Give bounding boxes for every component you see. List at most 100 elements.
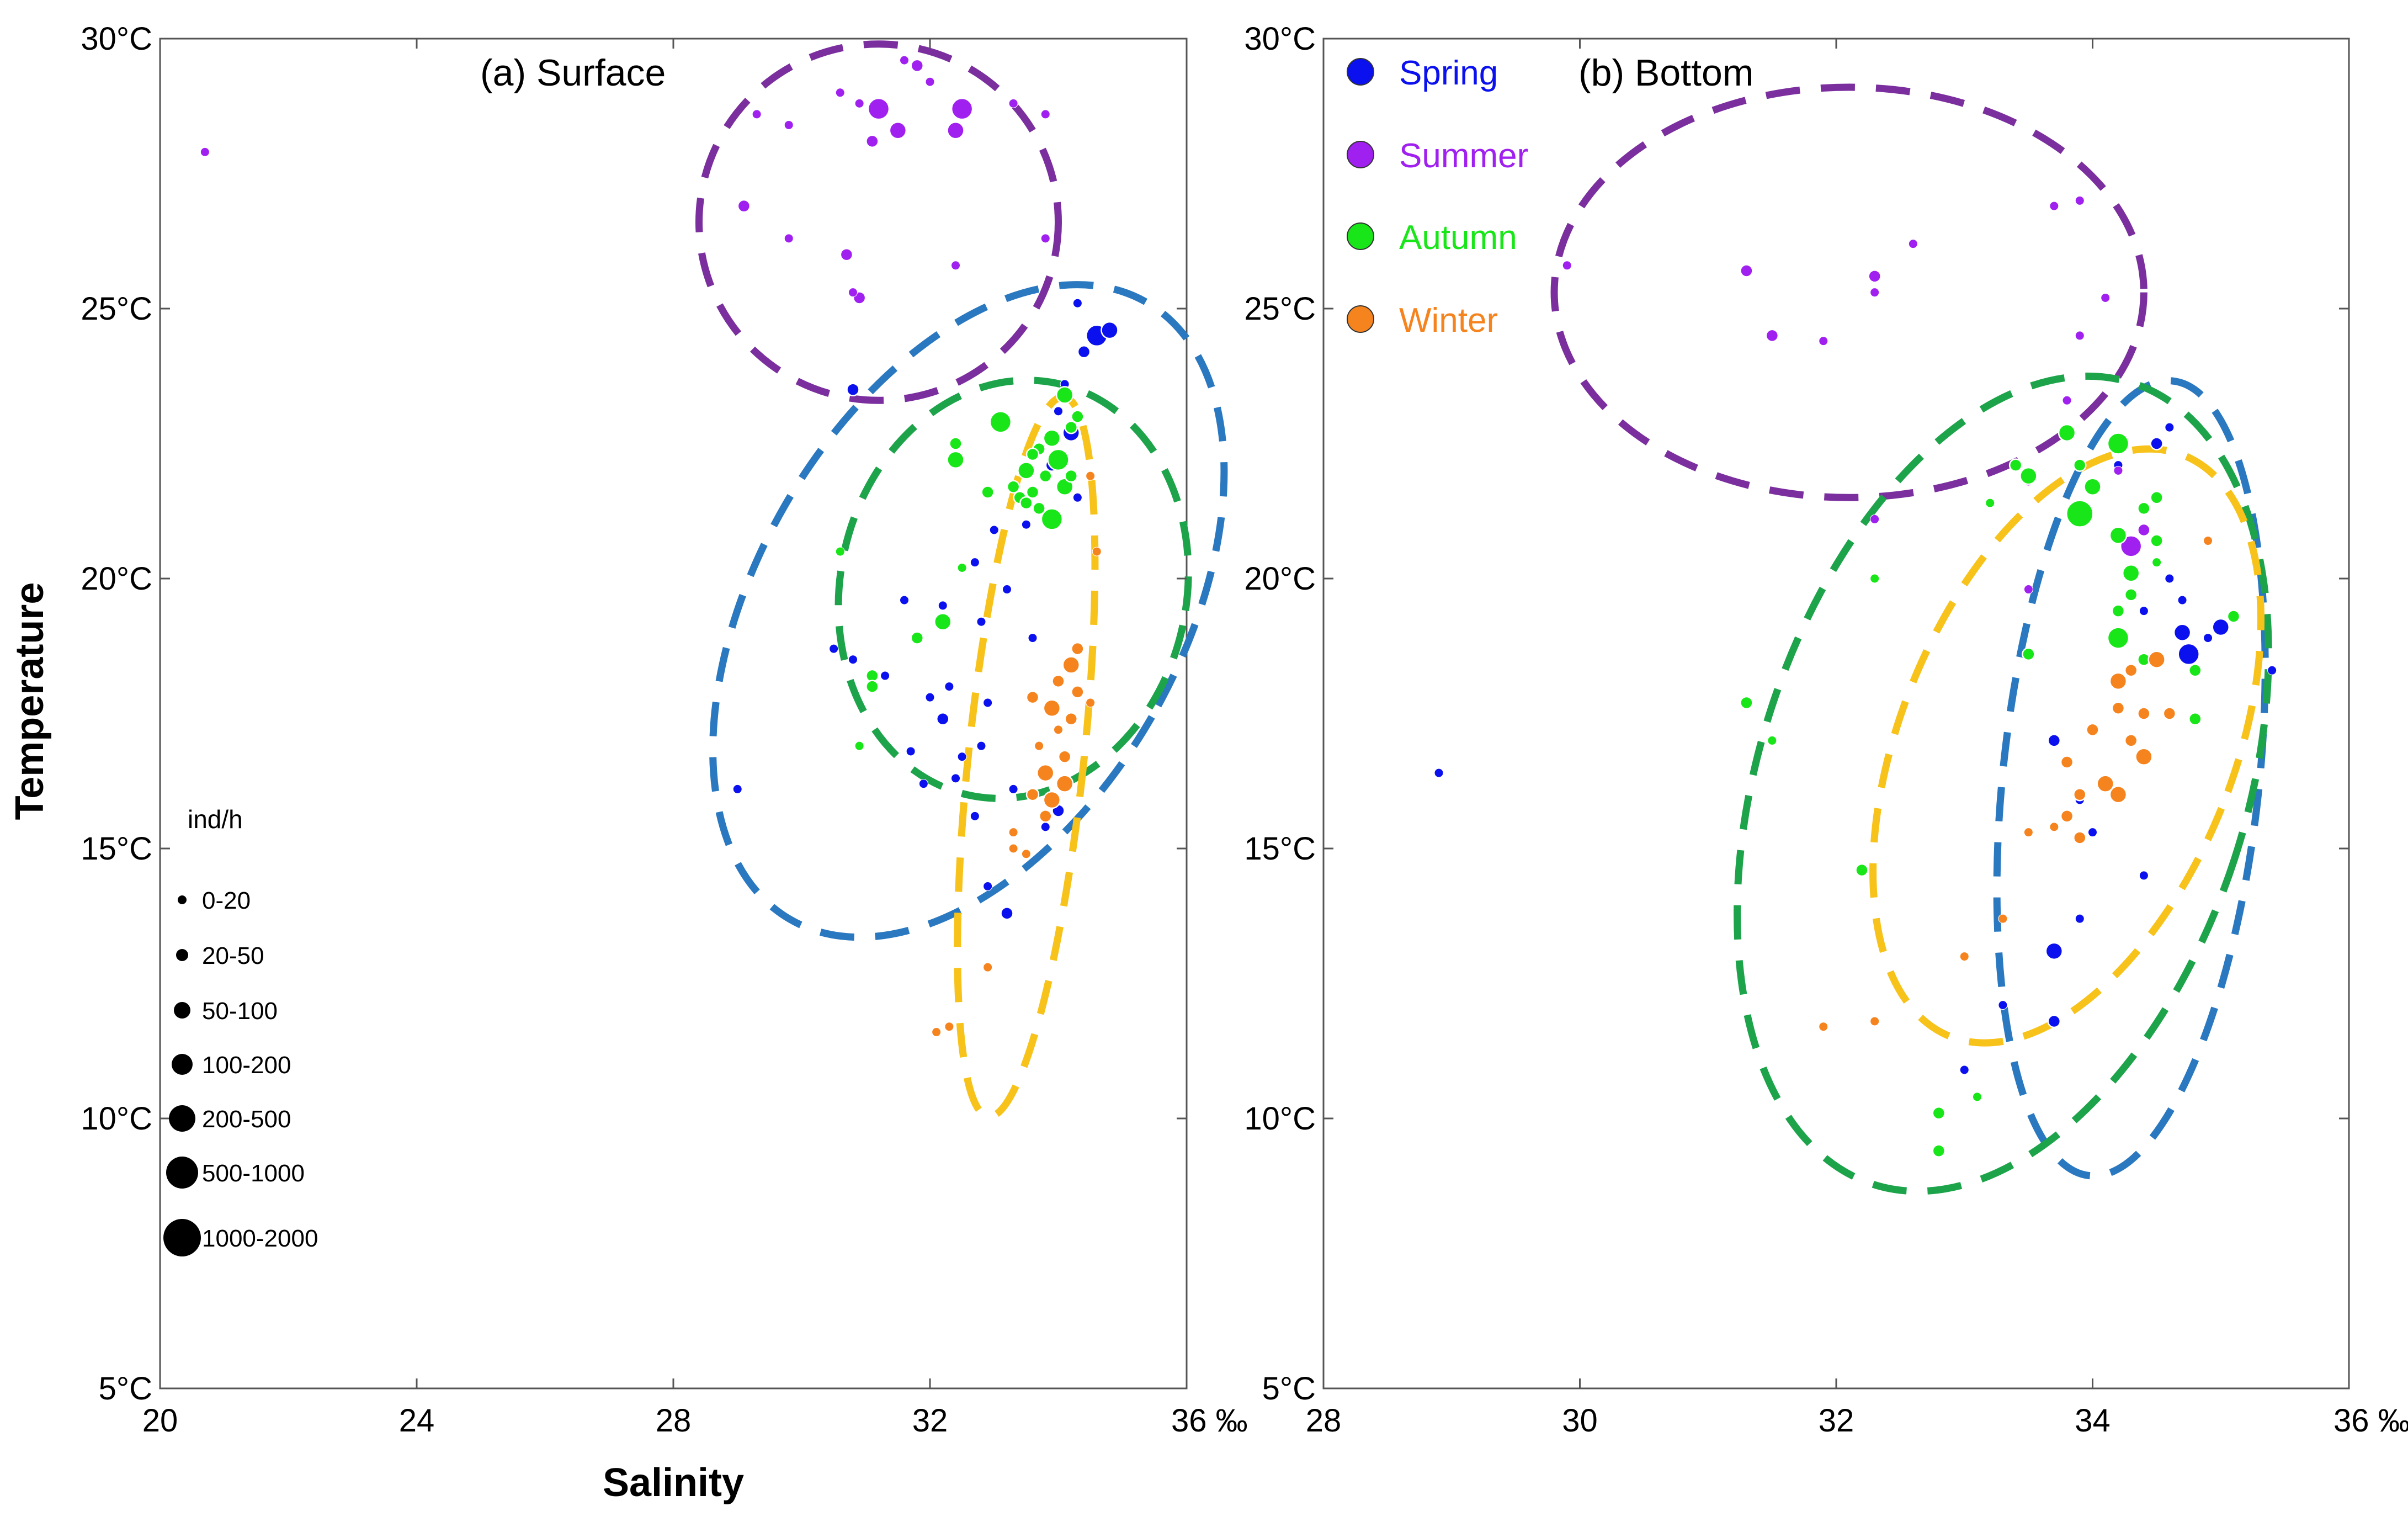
point-spring-surface bbox=[951, 773, 960, 783]
point-spring-surface bbox=[1040, 822, 1050, 832]
point-spring-bottom bbox=[2139, 871, 2149, 881]
size-legend-title: ind/h bbox=[188, 805, 243, 834]
point-summer-bottom bbox=[2137, 523, 2151, 537]
point-winter-surface bbox=[1008, 828, 1018, 837]
point-winter-surface bbox=[1008, 844, 1018, 853]
point-spring-surface bbox=[983, 698, 993, 708]
ellipse-autumn-surface bbox=[834, 376, 1192, 802]
point-winter-surface bbox=[1071, 641, 1085, 656]
point-summer-surface bbox=[925, 77, 935, 87]
point-summer-surface bbox=[889, 121, 907, 140]
point-autumn-bottom bbox=[1972, 1092, 1982, 1102]
point-spring-surface bbox=[944, 682, 954, 692]
point-autumn-surface bbox=[1055, 478, 1074, 496]
point-winter-bottom bbox=[2073, 831, 2087, 845]
ellipse-summer-bottom bbox=[1550, 83, 2147, 501]
point-spring-surface bbox=[936, 712, 950, 726]
legend-label-winter: Winter bbox=[1399, 301, 1498, 340]
point-winter-bottom bbox=[1998, 914, 2008, 924]
point-spring-bottom bbox=[2173, 623, 2192, 642]
point-spring-surface bbox=[938, 601, 948, 611]
point-spring-surface bbox=[848, 655, 858, 665]
point-autumn-surface bbox=[1071, 410, 1085, 423]
x-tick-label-surface: 20 bbox=[142, 1403, 178, 1439]
x-tick-label-bottom: 36 ‰ bbox=[2333, 1403, 2408, 1439]
point-spring-bottom bbox=[2045, 942, 2064, 961]
point-winter-surface bbox=[1062, 656, 1080, 674]
point-autumn-surface bbox=[865, 680, 879, 693]
point-summer-surface bbox=[1008, 98, 1018, 108]
point-winter-surface bbox=[1039, 809, 1052, 823]
point-winter-surface bbox=[1064, 712, 1078, 726]
point-summer-bottom bbox=[2101, 293, 2111, 303]
point-summer-surface bbox=[1040, 109, 1050, 119]
point-spring-surface bbox=[732, 784, 742, 794]
point-spring-surface bbox=[1008, 784, 1018, 794]
point-spring-bottom bbox=[2212, 618, 2230, 637]
point-autumn-bottom bbox=[2137, 501, 2151, 516]
point-autumn-surface bbox=[934, 612, 952, 631]
point-winter-bottom bbox=[1870, 1016, 1880, 1026]
point-spring-surface bbox=[970, 558, 980, 568]
point-autumn-bottom bbox=[2107, 627, 2130, 649]
x-axis-label: Salinity bbox=[603, 1461, 744, 1505]
point-spring-surface bbox=[925, 692, 935, 702]
point-winter-bottom bbox=[2060, 755, 2074, 769]
legend-label-autumn: Autumn bbox=[1399, 219, 1517, 257]
point-summer-surface bbox=[784, 120, 794, 130]
x-tick-label-bottom: 30 bbox=[1562, 1403, 1598, 1439]
point-spring-surface bbox=[1000, 906, 1014, 920]
point-autumn-bottom bbox=[2188, 712, 2202, 726]
y-tick-label-surface: 20°C bbox=[81, 561, 152, 597]
point-autumn-surface bbox=[947, 450, 965, 469]
point-autumn-bottom bbox=[1985, 498, 1995, 508]
point-spring-bottom bbox=[2177, 595, 2187, 605]
point-winter-surface bbox=[1071, 685, 1085, 699]
point-spring-surface bbox=[1077, 344, 1091, 359]
point-summer-bottom bbox=[1908, 239, 1918, 249]
point-spring-bottom bbox=[2047, 734, 2061, 747]
point-winter-bottom bbox=[2109, 785, 2128, 804]
point-summer-bottom bbox=[1870, 288, 1880, 298]
panel-surface-title: (a) Surface bbox=[480, 52, 666, 94]
point-winter-bottom bbox=[2086, 723, 2099, 737]
point-autumn-bottom bbox=[2022, 647, 2035, 661]
point-autumn-bottom bbox=[1932, 1106, 1946, 1120]
point-spring-bottom bbox=[2165, 422, 2175, 432]
point-spring-surface bbox=[829, 644, 839, 654]
point-summer-surface bbox=[854, 98, 864, 108]
point-spring-surface bbox=[1028, 633, 1038, 643]
point-autumn-surface bbox=[1064, 420, 1078, 434]
point-autumn-bottom bbox=[2122, 564, 2140, 582]
point-spring-surface bbox=[846, 383, 860, 396]
point-winter-surface bbox=[1025, 690, 1040, 704]
x-tick-label-bottom: 28 bbox=[1306, 1403, 1342, 1439]
point-winter-bottom bbox=[2124, 734, 2138, 747]
point-winter-surface bbox=[1043, 791, 1061, 809]
point-autumn-bottom bbox=[2019, 466, 2038, 485]
point-autumn-surface bbox=[1025, 485, 1040, 499]
point-autumn-surface bbox=[1047, 448, 1070, 471]
point-autumn-surface bbox=[910, 631, 924, 645]
point-winter-bottom bbox=[2137, 707, 2151, 720]
point-winter-surface bbox=[1086, 471, 1096, 481]
ellipse-winter-bottom bbox=[1869, 445, 2265, 1047]
point-summer-surface bbox=[900, 55, 909, 65]
point-summer-bottom bbox=[1740, 264, 1753, 278]
y-tick-label-bottom: 20°C bbox=[1244, 561, 1316, 597]
x-tick-label-surface: 32 bbox=[912, 1403, 948, 1439]
legend-marker-autumn bbox=[1347, 222, 1374, 250]
size-legend-label: 20-50 bbox=[202, 942, 264, 969]
point-summer-bottom bbox=[1870, 514, 1880, 524]
point-summer-surface bbox=[835, 88, 845, 98]
point-winter-bottom bbox=[2111, 701, 2125, 715]
point-summer-bottom bbox=[2049, 201, 2059, 211]
point-winter-bottom bbox=[2147, 650, 2166, 669]
point-autumn-bottom bbox=[2226, 609, 2241, 623]
size-legend-marker bbox=[169, 1105, 195, 1132]
size-legend-label: 500-1000 bbox=[202, 1160, 305, 1187]
point-summer-bottom bbox=[2113, 465, 2123, 475]
point-spring-surface bbox=[970, 811, 980, 821]
point-summer-surface bbox=[951, 261, 960, 271]
